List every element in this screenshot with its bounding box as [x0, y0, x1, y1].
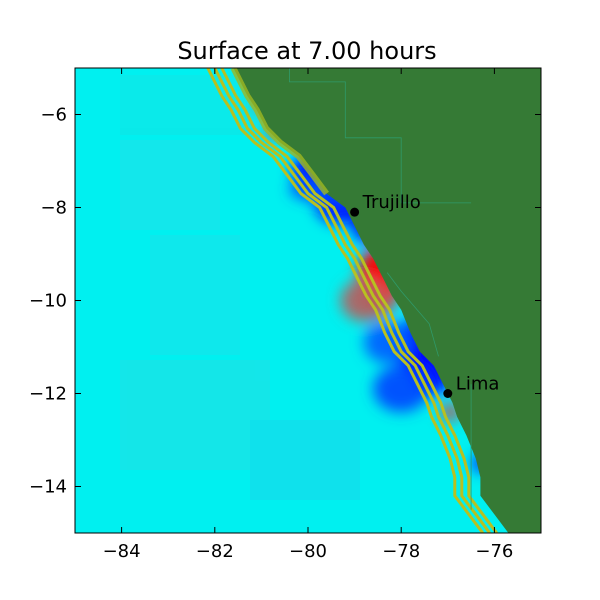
- depth-contours: [206, 68, 498, 533]
- ocean-shade-block: [120, 75, 260, 135]
- positive-anomaly: [340, 279, 388, 322]
- depth-contour: [220, 68, 498, 533]
- y-tick-label: −12: [29, 384, 67, 405]
- chart-title: Surface at 7.00 hours: [177, 37, 436, 65]
- x-tick-label: −80: [289, 541, 327, 562]
- city-marker: [443, 389, 453, 398]
- x-tick-label: −82: [196, 541, 234, 562]
- ocean-shade-block: [120, 360, 270, 470]
- x-tick-label: −84: [103, 541, 141, 562]
- depth-contour: [206, 68, 484, 533]
- y-tick-label: −10: [29, 291, 67, 312]
- y-tick-label: −14: [29, 477, 67, 498]
- border-line: [289, 68, 472, 204]
- y-axis: −6 −8 −10 −12 −14: [29, 105, 541, 498]
- city-markers: Trujillo Lima: [350, 192, 499, 398]
- city-marker: [350, 207, 360, 217]
- city-label: Trujillo: [362, 192, 421, 213]
- ocean-shade-block: [250, 420, 360, 500]
- y-tick-label: −8: [40, 198, 67, 219]
- x-tick-label: −76: [475, 541, 513, 562]
- land-mass: [233, 68, 541, 533]
- x-tick-label: −78: [382, 541, 420, 562]
- depth-contour: [213, 68, 491, 533]
- border-lines: [230, 68, 472, 510]
- y-tick-label: −6: [40, 105, 67, 126]
- x-axis: −84 −82 −80 −78 −76: [103, 68, 513, 562]
- ocean-shading: [120, 75, 360, 500]
- ocean-shade-block: [150, 235, 240, 355]
- ocean-shade-block: [120, 140, 220, 230]
- city-label: Lima: [456, 374, 500, 395]
- coastal-fringe: [230, 68, 330, 196]
- border-line: [386, 272, 439, 357]
